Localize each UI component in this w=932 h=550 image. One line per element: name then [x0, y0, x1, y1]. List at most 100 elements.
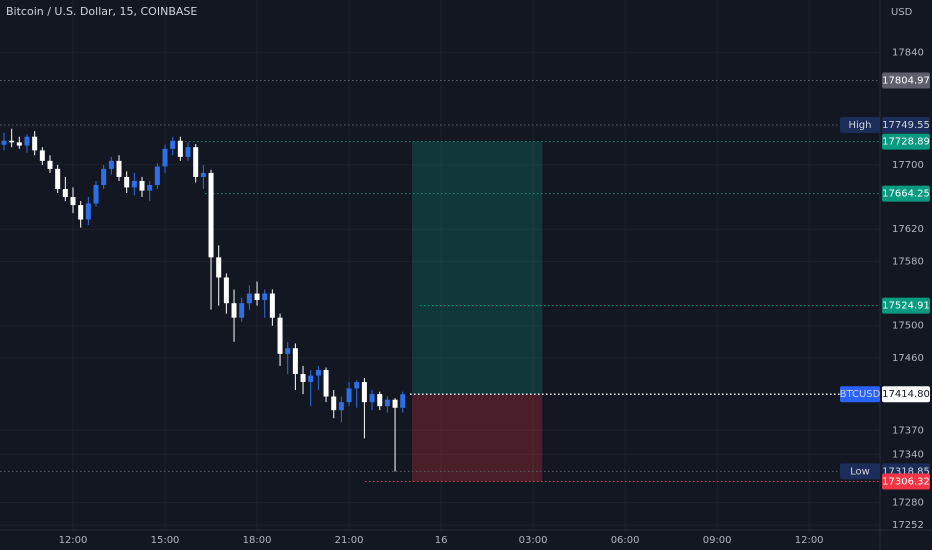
candle-body: [392, 399, 398, 408]
x-tick-label: 09:00: [703, 535, 732, 546]
price-label-bg: [882, 185, 930, 202]
price-label: 17749.55: [882, 120, 930, 131]
candle-body: [285, 348, 291, 354]
candle-body: [101, 168, 107, 185]
candle-body: [300, 373, 306, 383]
candle-body: [1, 140, 7, 145]
price-label-bg: [882, 133, 930, 150]
x-tick-label: 12:00: [795, 535, 824, 546]
y-tick-label: 17580: [892, 256, 924, 267]
candle-body: [331, 396, 337, 411]
candle-body: [32, 136, 38, 151]
candle-body: [124, 176, 130, 188]
candle-body: [400, 394, 406, 408]
candle-body: [24, 136, 30, 146]
y-tick-label: 17700: [892, 160, 924, 171]
y-tick-label: 17500: [892, 321, 924, 332]
x-tick-label: 06:00: [611, 535, 640, 546]
candle-body: [85, 203, 91, 220]
axis-unit: USD: [891, 7, 913, 18]
candle-body: [193, 147, 199, 177]
price-label-bg: [882, 297, 930, 314]
candle-body: [338, 402, 344, 411]
x-tick-label: 12:00: [59, 535, 88, 546]
candle-body: [277, 317, 283, 354]
x-tick-label: 18:00: [243, 535, 272, 546]
candle-body: [147, 184, 153, 191]
chart-title: Bitcoin / U.S. Dollar, 15, COINBASE: [6, 5, 197, 18]
candle-body: [16, 142, 22, 146]
y-tick-label: 17252: [892, 520, 924, 531]
candle-body: [262, 293, 268, 300]
y-tick-label: 17840: [892, 47, 924, 58]
candle-body: [78, 205, 84, 220]
line-tag: BTCUSD: [840, 389, 881, 400]
candle-body: [154, 166, 160, 185]
candle-body: [323, 369, 329, 397]
candle-body: [39, 150, 45, 161]
price-label: 17804.97: [882, 75, 930, 86]
price-label: 17664.25: [882, 189, 930, 200]
x-tick-label: 16: [435, 535, 448, 546]
line-tag: High: [849, 120, 872, 131]
candle-body: [384, 399, 390, 407]
candle-body: [62, 188, 68, 198]
price-label-bg: [882, 386, 930, 403]
candle-body: [369, 394, 375, 403]
candle-body: [108, 160, 114, 169]
candle-body: [354, 382, 360, 389]
candle-body: [55, 168, 61, 189]
line-tag: Low: [850, 466, 870, 477]
y-tick-label: 17620: [892, 224, 924, 235]
price-label-bg: [882, 473, 930, 490]
candle-body: [292, 348, 298, 374]
price-label: 17728.89: [882, 137, 930, 148]
price-label: 17318.85: [882, 466, 930, 477]
candle-body: [208, 172, 214, 258]
candle-body: [93, 184, 99, 204]
price-label: 17524.91: [882, 301, 930, 312]
candle-body: [185, 147, 191, 157]
candle-body: [308, 375, 314, 383]
candle-body: [9, 140, 15, 143]
candle-body: [200, 172, 206, 177]
candle-body: [361, 382, 367, 403]
x-tick-label: 03:00: [519, 535, 548, 546]
candle-body: [246, 293, 252, 304]
time-axis: [0, 530, 932, 550]
candle-body: [223, 277, 229, 304]
price-axis: [880, 0, 932, 550]
y-tick-label: 17370: [892, 425, 924, 436]
line-tag-bg: [840, 117, 880, 134]
stop-zone: [411, 394, 543, 482]
price-label: 17306.32: [882, 476, 930, 487]
price-label-bg: [882, 117, 930, 134]
x-tick-label: 21:00: [335, 535, 364, 546]
candle-body: [315, 369, 321, 376]
x-tick-label: 15:00: [151, 535, 180, 546]
candle-body: [116, 160, 122, 177]
candle-body: [70, 197, 76, 206]
price-label: 17414.80: [882, 389, 930, 400]
y-tick-label: 17460: [892, 353, 924, 364]
candle-body: [216, 257, 222, 278]
candle-body: [231, 303, 237, 318]
candle-body: [170, 140, 176, 149]
candle-body: [139, 180, 145, 191]
candle-body: [254, 293, 260, 300]
target-zone: [411, 141, 543, 395]
candle-body: [239, 303, 245, 318]
y-tick-label: 17340: [892, 449, 924, 460]
candle-body: [131, 180, 137, 188]
candle-body: [47, 160, 53, 169]
line-tag-bg: [840, 463, 880, 480]
candle-body: [377, 394, 383, 407]
candle-body: [269, 293, 275, 318]
candle-body: [346, 388, 352, 403]
candle-body: [162, 148, 168, 167]
y-tick-label: 17280: [892, 498, 924, 509]
candle-body: [177, 140, 183, 157]
price-label-bg: [882, 72, 930, 89]
